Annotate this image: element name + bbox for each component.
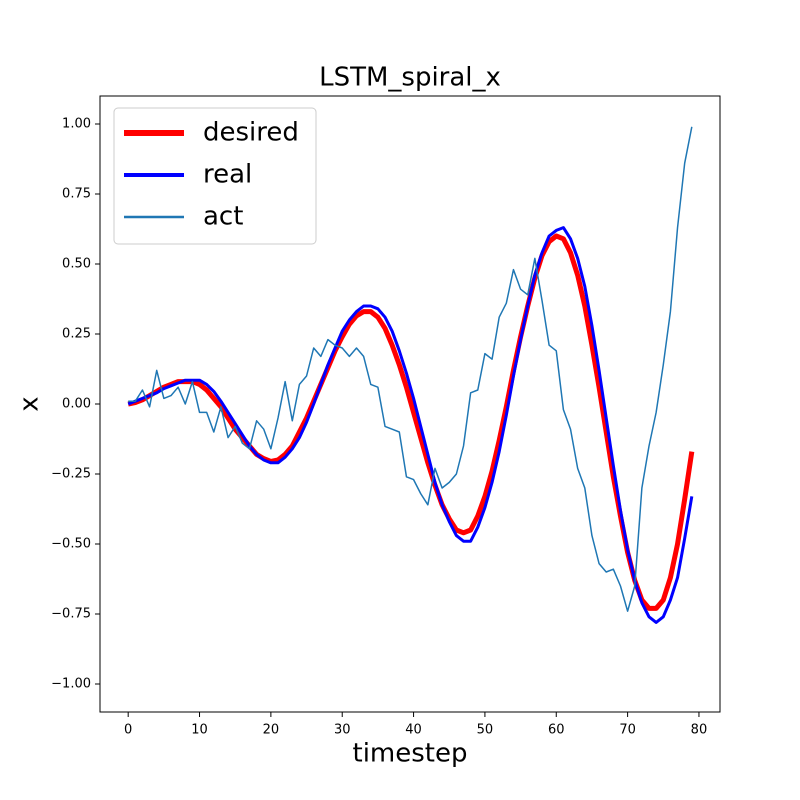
y-tick-label: 0.50: [62, 257, 91, 272]
legend-label: act: [203, 202, 243, 232]
line-real: [127, 226, 694, 624]
y-tick-label: 1.00: [62, 117, 91, 132]
line-act: [128, 126, 693, 612]
x-tick-label: 10: [191, 723, 208, 738]
x-tick-label: 50: [477, 723, 494, 738]
y-tick-label: 0.00: [62, 397, 91, 412]
y-axis-label: x: [15, 396, 45, 411]
x-axis-label: timestep: [353, 739, 468, 769]
legend-box: [113, 107, 317, 245]
x-tick-label: 20: [263, 723, 280, 738]
x-tick-label: 80: [691, 723, 708, 738]
x-tick-label: 70: [619, 723, 636, 738]
legend-label: real: [203, 160, 252, 190]
chart-title: LSTM_spiral_x: [319, 63, 501, 93]
y-tick-label: 0.75: [62, 187, 91, 202]
y-tick-label: −0.25: [51, 467, 91, 482]
x-tick-label: 40: [405, 723, 422, 738]
y-tick-label: −1.00: [51, 677, 91, 692]
x-tick-label: 0: [124, 723, 132, 738]
x-tick-label: 60: [548, 723, 565, 738]
plot-frame: [99, 95, 721, 713]
y-tick-label: −0.50: [51, 537, 91, 552]
x-tick-label: 30: [334, 723, 351, 738]
legend-label: desired: [203, 118, 299, 148]
y-tick-label: 0.25: [62, 327, 91, 342]
y-tick-label: −0.75: [51, 607, 91, 622]
